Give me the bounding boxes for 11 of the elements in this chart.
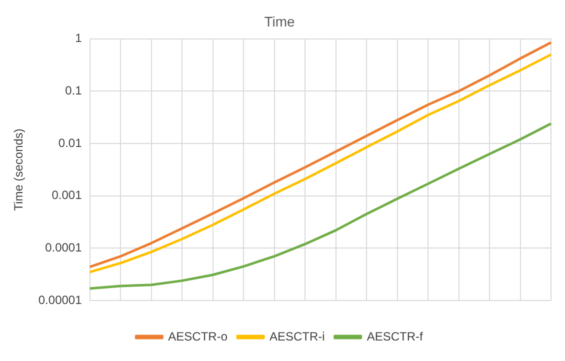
chart-title: Time bbox=[264, 13, 296, 30]
legend-label: AESCTR-o bbox=[168, 329, 228, 344]
y-tick-label: 1 bbox=[75, 31, 82, 46]
y-tick-label: 0.1 bbox=[65, 83, 82, 98]
legend-label: AESCTR-i bbox=[270, 329, 325, 344]
y-tick-label: 0.0001 bbox=[45, 240, 82, 255]
y-tick-label: 0.001 bbox=[52, 188, 82, 202]
y-axis-title: Time (seconds) bbox=[12, 128, 26, 211]
y-tick-label: 0.00001 bbox=[38, 292, 82, 307]
y-tick-label: 0.01 bbox=[58, 136, 82, 150]
legend-label: AESCTR-f bbox=[366, 329, 424, 344]
